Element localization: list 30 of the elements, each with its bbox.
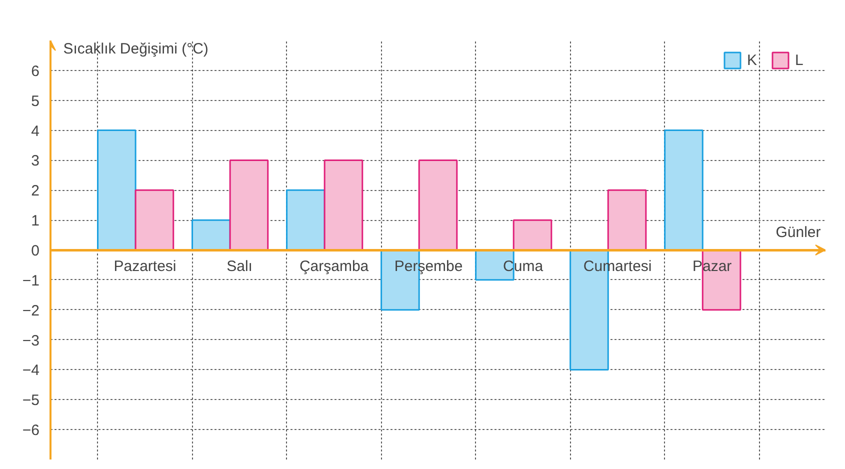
- y-tick-label: −5: [22, 392, 40, 410]
- bar: [134, 189, 174, 251]
- y-tick-label: 1: [31, 212, 40, 230]
- y-tick-label: 5: [31, 92, 40, 110]
- y-tick-label: −4: [22, 362, 40, 380]
- bar: [229, 159, 269, 251]
- legend-label: K: [747, 52, 758, 68]
- bar: [324, 159, 364, 251]
- x-axis-title: Günler: [776, 224, 821, 242]
- x-tick-label: Çarşamba: [299, 258, 370, 275]
- bar: [192, 219, 231, 251]
- bar: [97, 130, 136, 251]
- bar: [286, 189, 326, 251]
- y-axis-title: Sıcaklık Değişimi (°C): [63, 40, 208, 58]
- y-tick-label: 2: [31, 182, 40, 200]
- bar: [664, 130, 704, 251]
- bar: [607, 189, 647, 251]
- x-tick-label: Salı: [226, 258, 252, 275]
- y-tick-label: 3: [31, 152, 40, 170]
- y-tick-label: −2: [22, 302, 40, 320]
- y-tick-label: −3: [22, 332, 40, 350]
- x-tick-label: Pazartesi: [114, 258, 176, 275]
- legend-label: L: [795, 52, 804, 68]
- y-tick-label: 0: [31, 242, 40, 260]
- bar: [418, 159, 458, 251]
- y-tick-label: −1: [22, 272, 40, 290]
- y-tick-label: 6: [31, 62, 40, 80]
- bar: [512, 219, 552, 251]
- y-tick-label: 4: [31, 122, 40, 140]
- y-tick-label: −6: [22, 422, 40, 440]
